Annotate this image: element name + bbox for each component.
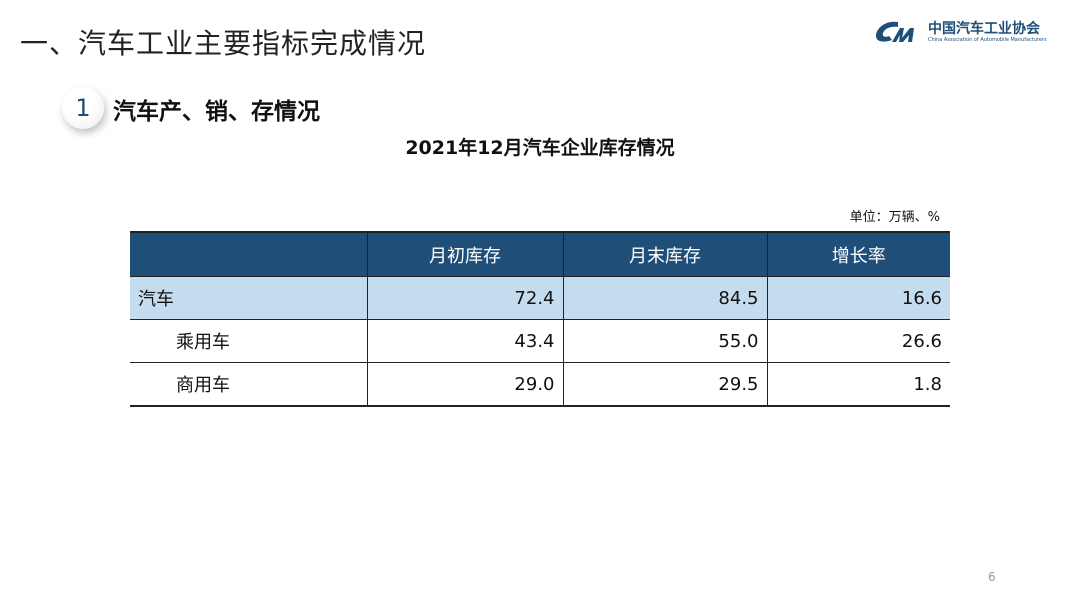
logo-en: China Association of Automobile Manufact… — [928, 36, 1047, 43]
logo-cn: 中国汽车工业协会 — [928, 20, 1040, 37]
column-header — [130, 232, 368, 277]
section-title: 汽车产、销、存情况 — [113, 99, 320, 125]
cell: 26.6 — [766, 319, 950, 363]
table-header-row: 月初库存 月末库存 增长率 — [130, 232, 950, 277]
page-number: 6 — [988, 570, 996, 584]
cell: 29.5 — [562, 362, 768, 407]
cell: 29.0 — [366, 362, 564, 407]
cam-logo-icon — [876, 21, 914, 42]
table-row: 商用车 29.0 29.5 1.8 — [130, 362, 950, 407]
cell: 72.4 — [366, 276, 564, 320]
cell: 43.4 — [366, 319, 564, 363]
row-label: 乘用车 — [130, 319, 368, 363]
section-number-badge: 1 — [62, 87, 104, 129]
unit-label: 单位：万辆、% — [849, 210, 940, 225]
table-title: 2021年12月汽车企业库存情况 — [405, 137, 675, 159]
slide-title: 一、汽车工业主要指标完成情况 — [20, 27, 427, 60]
inventory-table: 月初库存 月末库存 增长率 汽车 72.4 84.5 16.6 乘用车 43.4… — [130, 231, 950, 407]
row-label: 汽车 — [130, 276, 368, 320]
row-label: 商用车 — [130, 362, 368, 407]
caam-logo: 中国汽车工业协会 China Association of Automobile… — [872, 18, 1047, 46]
column-header: 月初库存 — [366, 232, 564, 277]
cell: 84.5 — [562, 276, 768, 320]
cell: 1.8 — [766, 362, 950, 407]
column-header: 月末库存 — [562, 232, 768, 277]
cell: 16.6 — [766, 276, 950, 320]
table-row: 乘用车 43.4 55.0 26.6 — [130, 319, 950, 363]
cell: 55.0 — [562, 319, 768, 363]
column-header: 增长率 — [766, 232, 950, 277]
table-row: 汽车 72.4 84.5 16.6 — [130, 276, 950, 320]
